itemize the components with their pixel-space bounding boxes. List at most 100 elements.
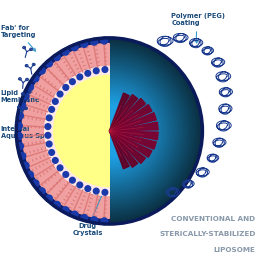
Wedge shape	[16, 38, 109, 224]
Wedge shape	[109, 38, 203, 224]
Circle shape	[16, 133, 22, 139]
Wedge shape	[109, 54, 186, 208]
Circle shape	[77, 74, 83, 80]
Polygon shape	[109, 95, 138, 131]
Polygon shape	[109, 99, 146, 131]
Circle shape	[22, 93, 29, 100]
Text: CONVENTIONAL AND: CONVENTIONAL AND	[171, 216, 255, 222]
Wedge shape	[109, 89, 152, 173]
Circle shape	[32, 75, 39, 82]
Wedge shape	[22, 43, 109, 218]
Wedge shape	[109, 82, 159, 180]
Circle shape	[57, 165, 63, 171]
Wedge shape	[109, 70, 170, 192]
Circle shape	[45, 132, 51, 138]
Circle shape	[54, 54, 60, 60]
Circle shape	[17, 113, 23, 119]
Circle shape	[16, 123, 22, 129]
Circle shape	[85, 186, 91, 192]
Circle shape	[27, 171, 34, 178]
Wedge shape	[109, 100, 140, 162]
Wedge shape	[109, 47, 193, 215]
Wedge shape	[109, 45, 196, 217]
Circle shape	[46, 195, 52, 202]
Circle shape	[53, 158, 58, 163]
Wedge shape	[109, 96, 145, 166]
Circle shape	[81, 214, 88, 221]
Text: Polymer (PEG)
Coating: Polymer (PEG) Coating	[171, 13, 225, 43]
Wedge shape	[109, 75, 165, 187]
Circle shape	[81, 41, 88, 47]
Wedge shape	[109, 84, 156, 178]
Text: LIPOSOME: LIPOSOME	[213, 247, 255, 253]
Wedge shape	[109, 66, 175, 196]
Circle shape	[70, 79, 75, 85]
Polygon shape	[109, 131, 158, 140]
Circle shape	[49, 150, 55, 155]
Polygon shape	[109, 131, 152, 157]
Circle shape	[70, 177, 75, 183]
Wedge shape	[109, 40, 200, 222]
Polygon shape	[109, 93, 129, 131]
Wedge shape	[109, 98, 142, 164]
Wedge shape	[109, 73, 168, 189]
Wedge shape	[109, 52, 188, 210]
Circle shape	[19, 102, 26, 109]
Wedge shape	[109, 105, 135, 157]
Wedge shape	[54, 75, 109, 186]
Circle shape	[22, 162, 29, 169]
Circle shape	[38, 67, 45, 74]
Polygon shape	[109, 131, 138, 167]
Wedge shape	[109, 56, 184, 206]
Wedge shape	[109, 91, 149, 171]
Wedge shape	[109, 61, 179, 201]
Circle shape	[45, 124, 51, 129]
Wedge shape	[109, 102, 138, 159]
Circle shape	[101, 218, 108, 225]
Text: STERICALLY-STABILIZED: STERICALLY-STABILIZED	[159, 231, 255, 237]
Wedge shape	[109, 87, 154, 176]
Circle shape	[49, 107, 55, 112]
Circle shape	[63, 85, 69, 90]
Circle shape	[77, 182, 83, 188]
Wedge shape	[109, 80, 161, 183]
Circle shape	[27, 84, 34, 90]
Text: Drug
Crystals: Drug Crystals	[72, 188, 105, 236]
Wedge shape	[109, 49, 191, 213]
Circle shape	[85, 71, 91, 76]
Polygon shape	[109, 113, 156, 131]
Circle shape	[91, 217, 98, 223]
Circle shape	[71, 211, 78, 218]
Circle shape	[32, 180, 39, 187]
Circle shape	[63, 172, 69, 177]
Wedge shape	[109, 43, 198, 220]
Circle shape	[46, 141, 52, 147]
Polygon shape	[109, 105, 152, 131]
Circle shape	[46, 115, 52, 121]
Circle shape	[53, 99, 58, 104]
Polygon shape	[109, 131, 129, 169]
Circle shape	[93, 68, 99, 74]
Wedge shape	[109, 63, 177, 199]
Circle shape	[91, 38, 98, 45]
Wedge shape	[45, 66, 109, 196]
Text: Internal
Aqueous Space: Internal Aqueous Space	[1, 126, 57, 145]
Circle shape	[102, 190, 108, 195]
Circle shape	[101, 37, 108, 44]
Text: Fab' for
Targeting: Fab' for Targeting	[1, 25, 36, 51]
Text: Lipid
Membrane: Lipid Membrane	[1, 90, 40, 114]
Polygon shape	[109, 131, 146, 164]
Circle shape	[62, 48, 69, 55]
Wedge shape	[109, 93, 147, 169]
Wedge shape	[109, 59, 181, 203]
Circle shape	[102, 67, 108, 73]
Circle shape	[19, 153, 26, 159]
Wedge shape	[109, 77, 163, 185]
Polygon shape	[109, 131, 156, 149]
Circle shape	[93, 188, 99, 194]
Circle shape	[17, 143, 23, 150]
Polygon shape	[109, 122, 158, 131]
Circle shape	[46, 60, 52, 67]
Circle shape	[57, 91, 63, 97]
Circle shape	[62, 207, 69, 214]
